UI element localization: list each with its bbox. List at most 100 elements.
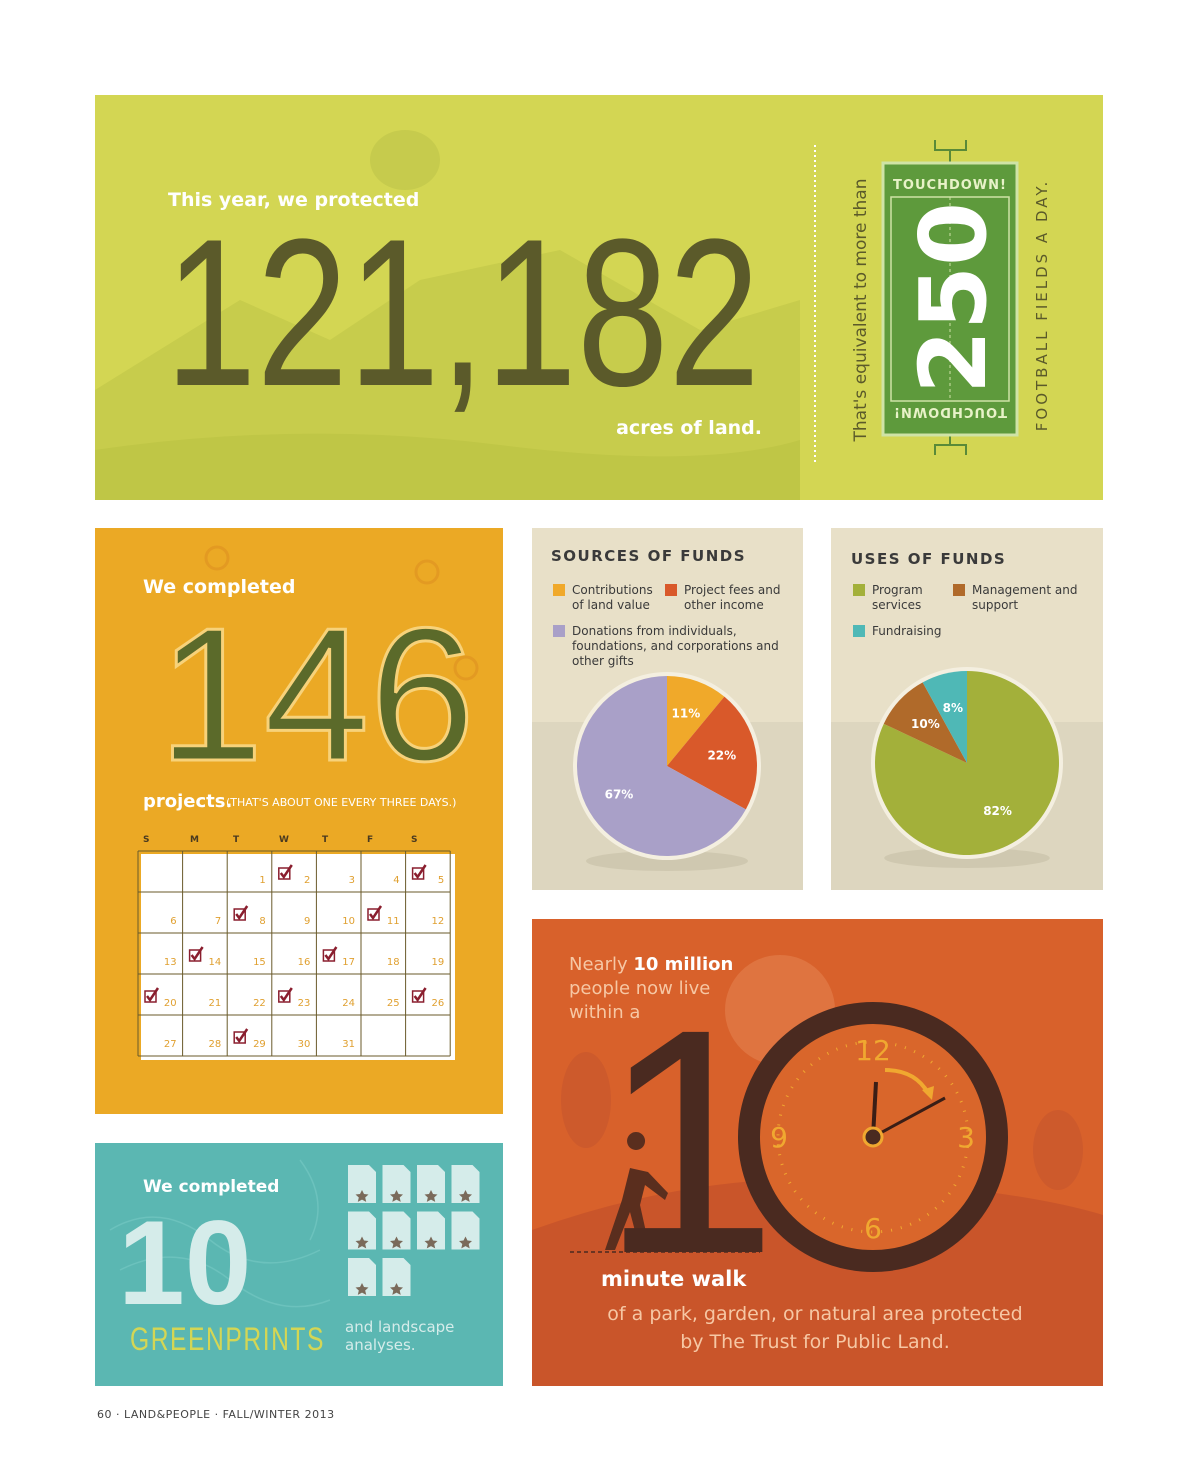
projects-note: (THAT'S ABOUT ONE EVERY THREE DAYS.) (226, 796, 456, 809)
projects-unit: projects. (143, 791, 232, 812)
day-number: 14 (208, 957, 221, 968)
intro-text: people now live within a (569, 978, 711, 1023)
clock-arrow (922, 1086, 934, 1100)
legend-swatch (853, 584, 865, 596)
greenprints-number: 10 (118, 1196, 251, 1330)
check-mark (369, 905, 383, 921)
check-box (233, 908, 246, 921)
intro-text: Nearly (569, 954, 628, 975)
pie-slice (883, 682, 967, 763)
legend-swatch (553, 625, 565, 637)
check-mark (190, 946, 204, 962)
cloud (370, 130, 440, 190)
legend-item: Program services (853, 583, 953, 631)
projects-lead: We completed (143, 576, 295, 598)
check-box (411, 867, 425, 880)
check-mark (324, 946, 338, 962)
day-number: 2 (304, 875, 310, 886)
check-box (411, 990, 425, 1003)
day-number: 10 (342, 916, 355, 927)
pie-slice (922, 671, 967, 763)
field-number: 250 (900, 202, 1007, 394)
clock-ticks (776, 1040, 970, 1234)
document-icon (382, 1211, 411, 1250)
document-star (424, 1190, 438, 1202)
legend-item: Donations from individuals, foundations,… (553, 624, 783, 672)
clock-center (862, 1126, 884, 1148)
document-icon (348, 1165, 376, 1203)
clock-hand (872, 1096, 946, 1139)
legend-item: Management and support (953, 583, 1083, 631)
day-number: 25 (387, 998, 400, 1009)
day-number: 16 (298, 957, 311, 968)
greenprints-name: GREENPRINTS (130, 1321, 325, 1357)
legend-label: Project fees and other income (684, 583, 781, 612)
chart-title: USES OF FUNDS (851, 550, 1006, 568)
banner-lead: This year, we protected (168, 189, 419, 211)
day-number: 6 (170, 916, 176, 927)
legend-label: Contributions of land value (572, 583, 653, 612)
check-box (188, 949, 202, 962)
clock-numeral: 9 (770, 1121, 788, 1154)
day-number: 11 (387, 916, 400, 927)
slice-label: 67% (605, 787, 634, 801)
legend-label: Fundraising (872, 624, 942, 638)
legend-item: Project fees and other income (665, 583, 785, 631)
document-star (390, 1283, 403, 1295)
day-number: 26 (431, 998, 444, 1009)
tree (1033, 1110, 1083, 1190)
day-number: 29 (253, 1039, 266, 1050)
clock-numeral: 3 (957, 1121, 975, 1154)
weekday-label: S (143, 835, 149, 845)
equivalent-text: That's equivalent to more than (851, 179, 871, 443)
day-number: 28 (208, 1039, 221, 1050)
slice-label: 22% (707, 749, 736, 763)
document-star (390, 1190, 403, 1202)
day-number: 7 (215, 916, 221, 927)
check-mark (146, 987, 160, 1003)
day-number: 23 (298, 998, 311, 1009)
pie-slice (667, 676, 725, 766)
check-mark (413, 864, 427, 880)
check-box (144, 990, 157, 1003)
check-mark (413, 987, 427, 1003)
check-mark (235, 1028, 249, 1044)
legend-item: Contributions of land value (553, 583, 663, 631)
day-number: 27 (164, 1039, 177, 1050)
weekday-label: S (411, 835, 417, 845)
check-box (233, 1031, 246, 1044)
day-number: 20 (164, 998, 177, 1009)
chart-title: SOURCES OF FUNDS (551, 547, 746, 565)
slice-label: 8% (943, 701, 963, 715)
clock-numeral: 12 (855, 1034, 891, 1067)
check-box (367, 908, 380, 921)
map-marker (204, 545, 230, 571)
check-mark (279, 987, 293, 1003)
pie-slice (667, 696, 757, 810)
day-number: 8 (259, 916, 265, 927)
legend-swatch (553, 584, 565, 596)
slice-label: 82% (983, 804, 1012, 818)
intro-bold: 10 million (633, 954, 734, 975)
legend-swatch (853, 625, 865, 637)
greenprints-lead: We completed (143, 1177, 279, 1197)
day-number: 19 (431, 957, 444, 968)
document-star (424, 1236, 438, 1249)
legend-label: Program services (872, 583, 923, 612)
document-icon (348, 1211, 376, 1250)
day-number: 9 (304, 916, 310, 927)
check-mark (279, 864, 293, 880)
day-number: 15 (253, 957, 266, 968)
legend-item: Fundraising (853, 624, 993, 672)
touchdown-top: TOUCHDOWN! (893, 178, 1007, 193)
day-number: 30 (298, 1039, 311, 1050)
document-icon (417, 1165, 445, 1203)
document-icon (382, 1165, 411, 1203)
weekday-label: W (279, 835, 289, 845)
hills (95, 433, 800, 500)
check-box (278, 867, 291, 880)
day-number: 1 (259, 875, 265, 886)
day-number: 3 (349, 875, 355, 886)
